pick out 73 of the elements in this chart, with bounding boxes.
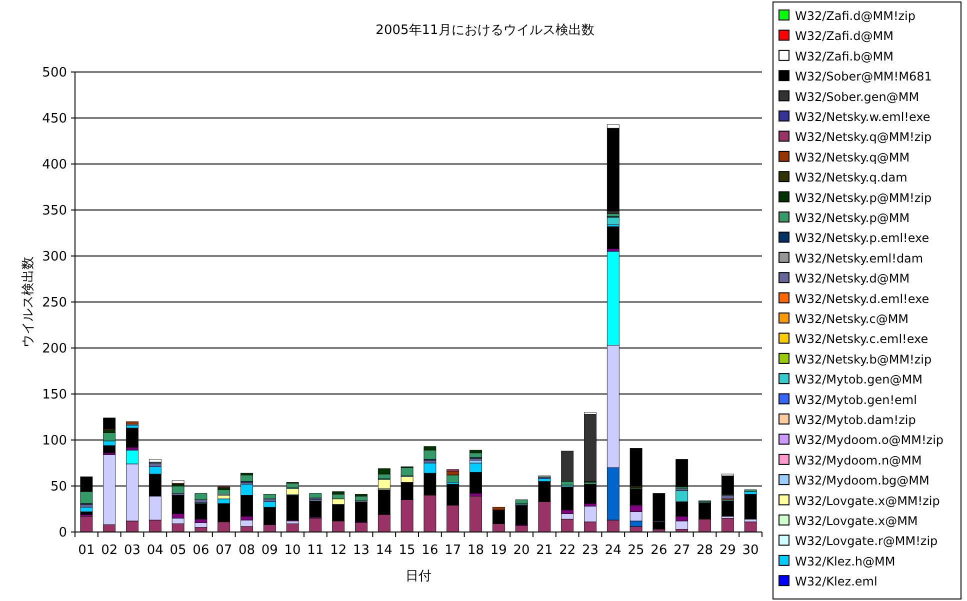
legend-label: W32/Netsky.p@MM!zip xyxy=(795,190,932,205)
y-tick-label: 50 xyxy=(50,480,67,494)
x-tick-label: 14 xyxy=(376,543,392,558)
x-tick-label: 10 xyxy=(284,543,301,558)
x-tick-label: 03 xyxy=(124,543,141,558)
chart-title: 2005年11月におけるウイルス検出数 xyxy=(376,23,594,38)
legend-label: W32/Lovgate.r@MM!zip xyxy=(795,534,938,548)
y-tick-label: 150 xyxy=(42,388,67,402)
legend-label: W32/Netsky.c.eml!exe xyxy=(795,332,928,346)
legend-label: W32/Netsky.d.eml!exe xyxy=(795,292,930,306)
legend-label: W32/Netsky.q@MM xyxy=(795,150,910,164)
x-tick-label: 29 xyxy=(719,543,736,558)
x-tick-label: 19 xyxy=(490,543,507,558)
legend-label: W32/Netsky.c@MM xyxy=(795,312,909,326)
x-tick-label: 08 xyxy=(238,543,256,558)
legend-label: W32/Sober.gen@MM xyxy=(795,90,920,104)
x-axis-title: 日付 xyxy=(406,569,432,584)
y-tick-label: 300 xyxy=(42,250,67,264)
x-tick-label: 01 xyxy=(78,543,95,558)
legend-label: W32/Mydoom.o@MM!zip xyxy=(795,433,944,448)
x-tick-label: 26 xyxy=(650,543,668,558)
legend-label: W32/Mytob.dam!zip xyxy=(795,413,916,427)
y-tick-label: 250 xyxy=(42,296,67,310)
x-tick-label: 28 xyxy=(696,543,714,558)
y-tick-label: 400 xyxy=(42,158,67,172)
x-tick-label: 12 xyxy=(330,543,347,558)
legend-label: W32/Netsky.p@MM xyxy=(795,211,910,225)
x-tick-label: 18 xyxy=(467,543,484,558)
legend-label: W32/Zafi.d@MM xyxy=(795,29,894,44)
y-tick-label: 100 xyxy=(42,434,67,448)
y-tick-label: 350 xyxy=(42,204,67,218)
x-tick-label: 09 xyxy=(261,543,278,558)
legend-label: W32/Netsky.eml!dam xyxy=(795,251,924,266)
legend-label: W32/Netsky.p.eml!exe xyxy=(795,231,930,246)
legend-label: W32/Mytob.gen!eml xyxy=(795,392,917,407)
legend-label: W32/Mydoom.n@MM xyxy=(795,453,922,468)
x-tick-label: 30 xyxy=(742,543,759,558)
x-tick-label: 07 xyxy=(216,543,232,558)
y-tick-label: 500 xyxy=(42,66,67,80)
x-tick-label: 11 xyxy=(307,543,324,558)
x-tick-label: 05 xyxy=(170,543,186,558)
x-tick-label: 21 xyxy=(536,543,553,558)
legend-label: W32/Sober@MM!M681 xyxy=(795,70,932,84)
legend-label: W32/Netsky.w.eml!exe xyxy=(795,110,930,124)
legend-label: W32/Lovgate.x@MM!zip xyxy=(795,494,940,508)
legend-label: W32/Lovgate.x@MM xyxy=(795,514,918,528)
legend-label: W32/Netsky.d@MM xyxy=(795,272,910,286)
x-tick-label: 17 xyxy=(444,543,462,558)
x-tick-label: 20 xyxy=(513,543,530,558)
legend-label: W32/Zafi.b@MM xyxy=(795,49,894,64)
x-tick-label: 23 xyxy=(582,543,599,558)
legend-label: W32/Klez.eml xyxy=(795,574,878,589)
x-tick-label: 06 xyxy=(192,543,210,558)
x-tick-label: 25 xyxy=(628,543,644,558)
x-tick-label: 24 xyxy=(604,543,622,558)
x-tick-label: 27 xyxy=(674,543,690,558)
y-tick-label: 0 xyxy=(58,526,67,540)
legend-label: W32/Netsky.q.dam xyxy=(795,170,908,185)
legend-label: W32/Zafi.d@MM!zip xyxy=(795,9,916,23)
y-tick-label: 200 xyxy=(42,342,67,356)
x-tick-label: 22 xyxy=(559,543,576,558)
y-tick-label: 450 xyxy=(42,112,67,126)
x-tick-label: 15 xyxy=(398,543,416,558)
legend-label: W32/Klez.h@MM xyxy=(795,554,896,568)
legend-label: W32/Mytob.gen@MM xyxy=(795,372,922,387)
legend-label: W32/Netsky.q@MM!zip xyxy=(795,130,932,144)
x-tick-label: 16 xyxy=(422,543,438,558)
y-axis-title: ウイルス検出数 xyxy=(21,256,36,348)
legend-label: W32/Mydoom.bg@MM xyxy=(795,474,930,488)
x-tick-label: 13 xyxy=(352,543,370,558)
legend-label: W32/Netsky.b@MM!zip xyxy=(795,352,932,366)
x-tick-label: 02 xyxy=(101,543,118,558)
x-tick-label: 04 xyxy=(146,543,164,558)
